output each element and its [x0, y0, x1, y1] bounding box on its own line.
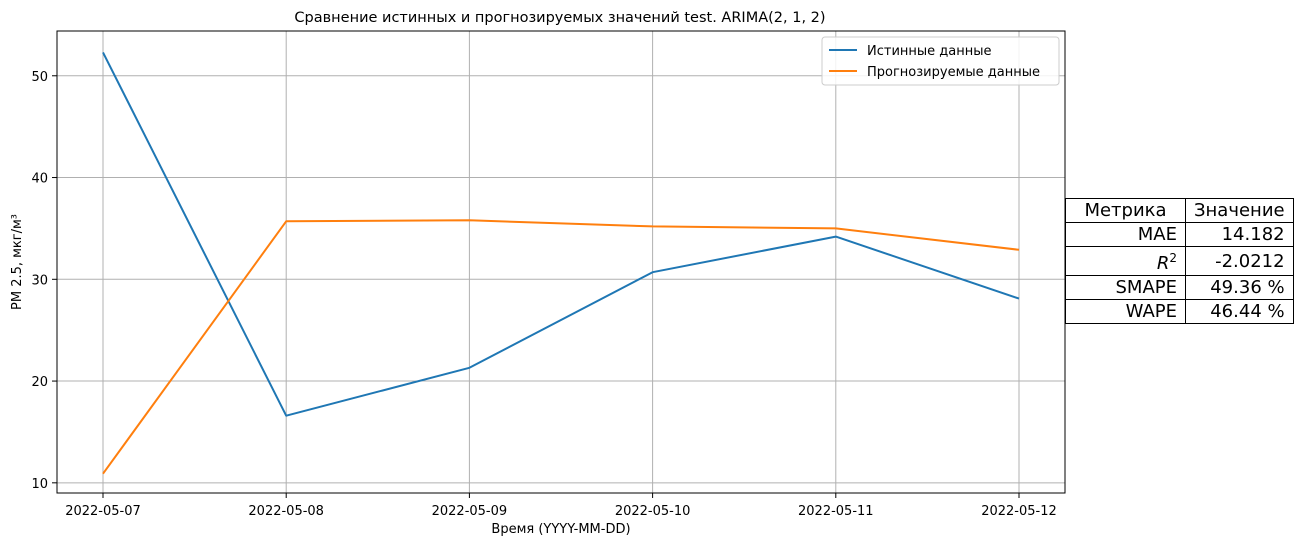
legend-label-1: Истинные данные	[867, 44, 992, 59]
metrics-row-wape: WAPE 46.44 %	[1065, 299, 1294, 324]
metric-value-wape: 46.44 %	[1185, 299, 1294, 324]
legend-label-2: Прогнозируемые данные	[867, 65, 1040, 80]
y-tick-label: 30	[31, 273, 48, 288]
metric-name-wape: WAPE	[1065, 299, 1186, 324]
metrics-row-r2: R2 -2.0212	[1065, 246, 1294, 276]
ticks: 2022-05-07 2022-05-08 2022-05-09 2022-05-10…	[31, 70, 1056, 519]
y-tick-label: 10	[31, 477, 48, 492]
metric-name-smape: SMAPE	[1065, 275, 1186, 300]
series-line-1	[102, 51, 1020, 417]
x-tick-label: 2022-05-07	[65, 504, 141, 519]
metrics-table: Метрика Значение MAE 14.182 R2 -2.0212 S…	[1065, 198, 1294, 324]
y-axis-label: PM 2.5, мкг/м³	[10, 214, 25, 310]
metrics-row-mae: MAE 14.182	[1065, 222, 1294, 247]
y-tick-label: 50	[31, 70, 48, 85]
legend: Истинные данные Прогнозируемые данные	[821, 36, 1060, 86]
metric-name-r2: R2	[1065, 246, 1186, 276]
metrics-header-value: Значение	[1185, 198, 1294, 223]
x-tick-label: 2022-05-12	[981, 504, 1057, 519]
y-tick-label: 20	[31, 375, 48, 390]
r2-exponent: 2	[1169, 251, 1177, 265]
metric-name-mae: MAE	[1065, 222, 1186, 247]
x-tick-label: 2022-05-11	[798, 504, 874, 519]
y-tick-label: 40	[31, 172, 48, 187]
x-tick-label: 2022-05-08	[248, 504, 324, 519]
legend-box	[821, 36, 1060, 86]
metric-value-r2: -2.0212	[1185, 246, 1294, 276]
x-tick-label: 2022-05-10	[615, 504, 691, 519]
metrics-header-metric: Метрика	[1065, 198, 1186, 223]
chart-title: Сравнение истинных и прогнозируемых знач…	[294, 10, 825, 26]
metric-value-smape: 49.36 %	[1185, 275, 1294, 300]
metric-value-mae: 14.182	[1185, 222, 1294, 247]
series-line-2	[102, 219, 1020, 475]
metrics-header-row: Метрика Значение	[1065, 198, 1294, 223]
series-layer	[102, 51, 1020, 475]
x-tick-label: 2022-05-09	[432, 504, 508, 519]
x-axis-label: Время (YYYY-MM-DD)	[491, 522, 630, 537]
metrics-row-smape: SMAPE 49.36 %	[1065, 275, 1294, 300]
r2-symbol: R	[1156, 253, 1170, 274]
